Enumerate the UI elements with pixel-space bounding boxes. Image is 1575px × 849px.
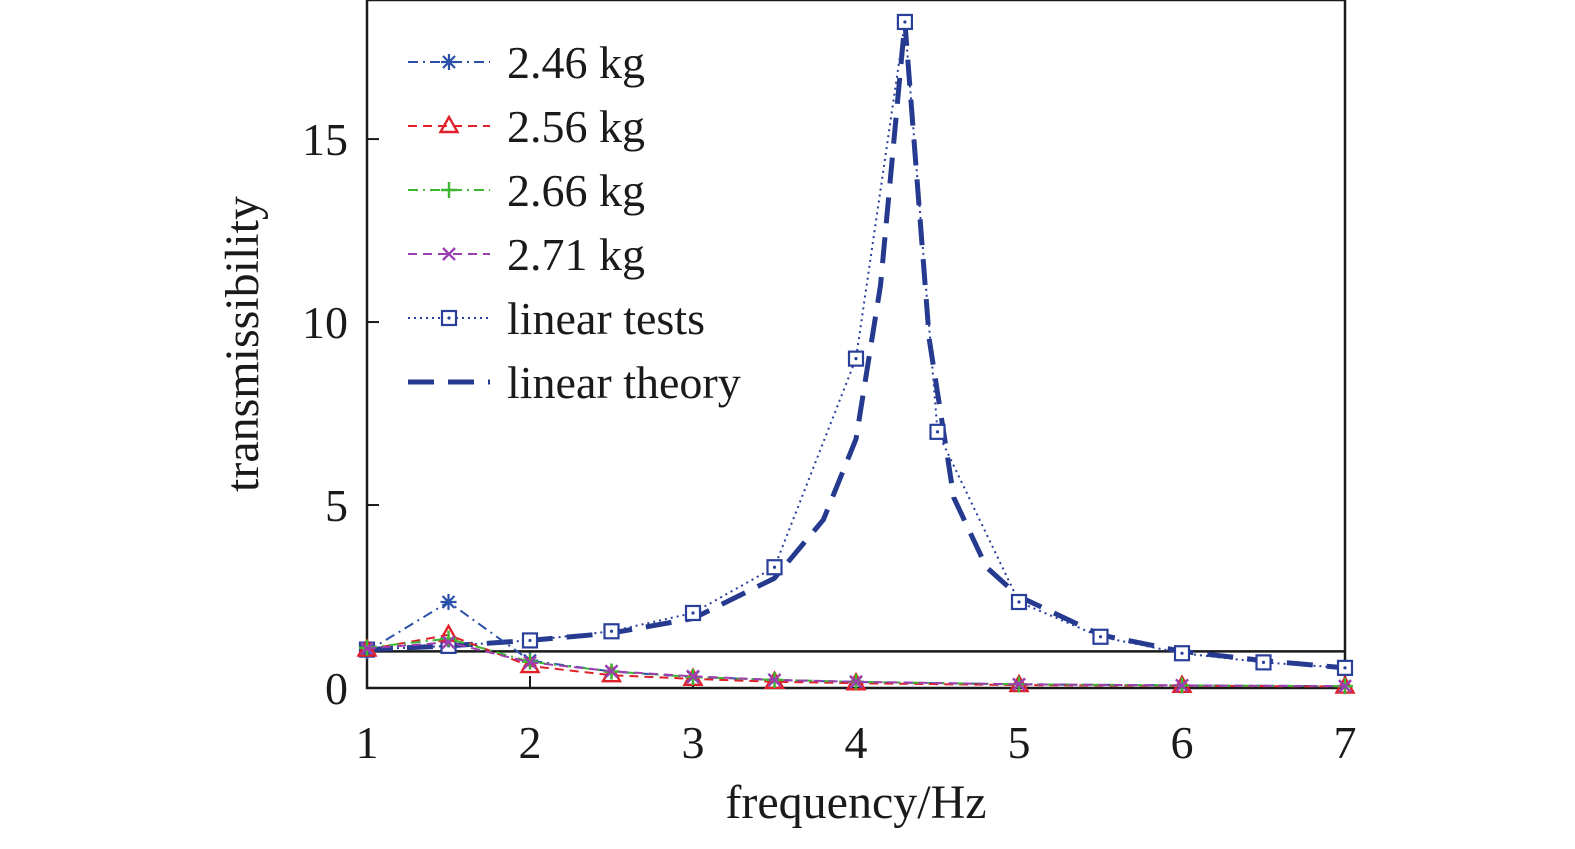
x-tick-label: 4 [845,717,868,768]
x-tick-label: 3 [682,717,705,768]
legend-item: linear theory [408,357,741,408]
y-tick-label: 0 [325,663,348,714]
legend-item: 2.71 kg [408,229,645,280]
data-point [896,13,914,31]
data-point [767,673,782,687]
series-layer [356,13,1356,695]
x-tick-label: 2 [519,717,542,768]
data-point [686,669,700,684]
series-5 [366,19,1346,671]
x-tick-label: 6 [1171,717,1194,768]
data-point [849,674,863,689]
legend-item: linear tests [408,293,705,344]
legend-item: 2.46 kg [408,37,645,88]
y-axis-title: transmissibility [216,196,269,492]
legend-label: 2.71 kg [507,229,645,280]
x-tick-label: 5 [1008,717,1031,768]
legend-marker [441,182,457,198]
series-3 [360,635,1352,694]
data-point [521,632,539,649]
legend-item: 2.66 kg [408,165,645,216]
data-point [684,604,702,622]
y-tick-label: 15 [302,114,348,165]
legend-label: 2.46 kg [507,37,645,88]
data-point [766,559,783,576]
data-point [600,663,623,683]
data-point [1092,628,1109,645]
data-point [1010,593,1028,611]
data-point [1255,654,1272,671]
data-point [1175,678,1189,693]
y-tick-label: 5 [325,480,348,531]
data-point [847,350,865,367]
legend-label: 2.56 kg [507,101,645,152]
data-point [603,623,620,640]
y-tick-label: 10 [302,297,348,348]
legend-marker [440,309,458,327]
data-point [929,423,946,440]
data-point [441,635,456,650]
data-point [1173,645,1191,662]
data-point [519,654,541,674]
series-line [366,19,1346,671]
legend-label: 2.66 kg [507,165,645,216]
data-point [440,594,457,610]
data-point [1336,659,1354,676]
axis-ticks: 1 2 3 4 5 6 7 0 5 10 15 [302,114,1357,768]
legend-label: linear tests [507,293,705,344]
x-tick-label: 1 [356,717,379,768]
data-point [523,655,537,670]
data-point [1012,677,1026,692]
series-line [366,21,1346,669]
legend-marker [442,247,456,261]
legend-marker [438,114,460,134]
series-line [366,641,1346,688]
legend: 2.46 kg 2.56 kg 2.66 kg 2.71 kg linear tests… [408,37,741,408]
data-point [604,664,619,679]
legend-label: linear theory [507,357,741,408]
data-point [1338,679,1352,694]
x-tick-label: 7 [1334,717,1357,768]
series-line [366,601,1346,688]
legend-marker [441,54,457,70]
x-axis-title: frequency/Hz [725,776,986,829]
legend-item: 2.56 kg [408,101,645,152]
data-point [360,641,374,656]
